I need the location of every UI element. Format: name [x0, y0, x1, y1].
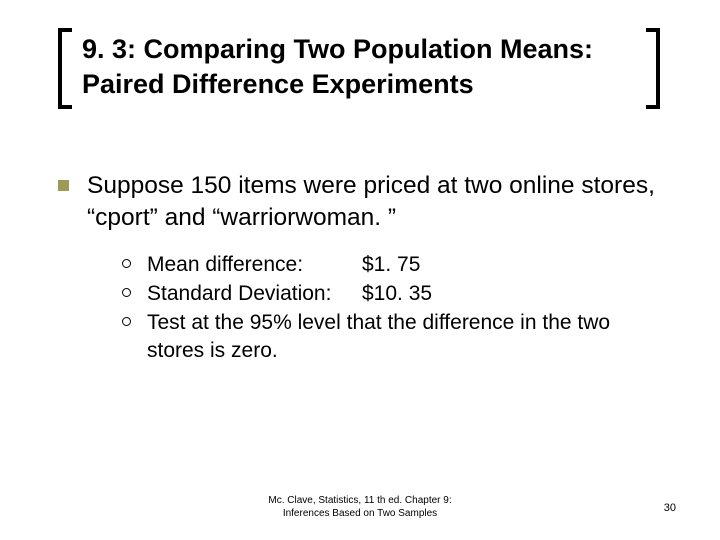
page-number: 30	[664, 502, 676, 514]
circle-bullet-icon	[122, 288, 131, 297]
circle-bullet-icon	[122, 317, 131, 326]
std-dev-line: Standard Deviation: $10. 35	[147, 280, 432, 307]
slide-title: 9. 3: Comparing Two Population Means: Pa…	[72, 28, 646, 109]
mean-label: Mean difference:	[147, 251, 362, 278]
footer-line-2: Inferences Based on Two Samples	[0, 508, 720, 521]
slide-title-block: 9. 3: Comparing Two Population Means: Pa…	[58, 28, 660, 109]
footer-line-1: Mc. Clave, Statistics, 11 th ed. Chapter…	[0, 495, 720, 508]
bullet-level2: Test at the 95% level that the differenc…	[122, 309, 670, 364]
test-text: Test at the 95% level that the differenc…	[147, 309, 670, 364]
intro-text: Suppose 150 items were priced at two onl…	[87, 170, 670, 235]
slide-body: Suppose 150 items were priced at two onl…	[58, 170, 670, 366]
sd-label: Standard Deviation:	[147, 280, 362, 307]
square-bullet-icon	[58, 180, 69, 191]
footer: Mc. Clave, Statistics, 11 th ed. Chapter…	[0, 495, 720, 520]
bullet-level2: Standard Deviation: $10. 35	[122, 280, 670, 307]
bullet-level1: Suppose 150 items were priced at two onl…	[58, 170, 670, 235]
sd-value: $10. 35	[362, 280, 432, 307]
bracket-right-icon	[646, 28, 660, 109]
bracket-left-icon	[58, 28, 72, 109]
mean-value: $1. 75	[362, 251, 420, 278]
circle-bullet-icon	[122, 259, 131, 268]
bullet-level2: Mean difference: $1. 75	[122, 251, 670, 278]
mean-difference-line: Mean difference: $1. 75	[147, 251, 420, 278]
sub-bullet-group: Mean difference: $1. 75 Standard Deviati…	[122, 251, 670, 364]
